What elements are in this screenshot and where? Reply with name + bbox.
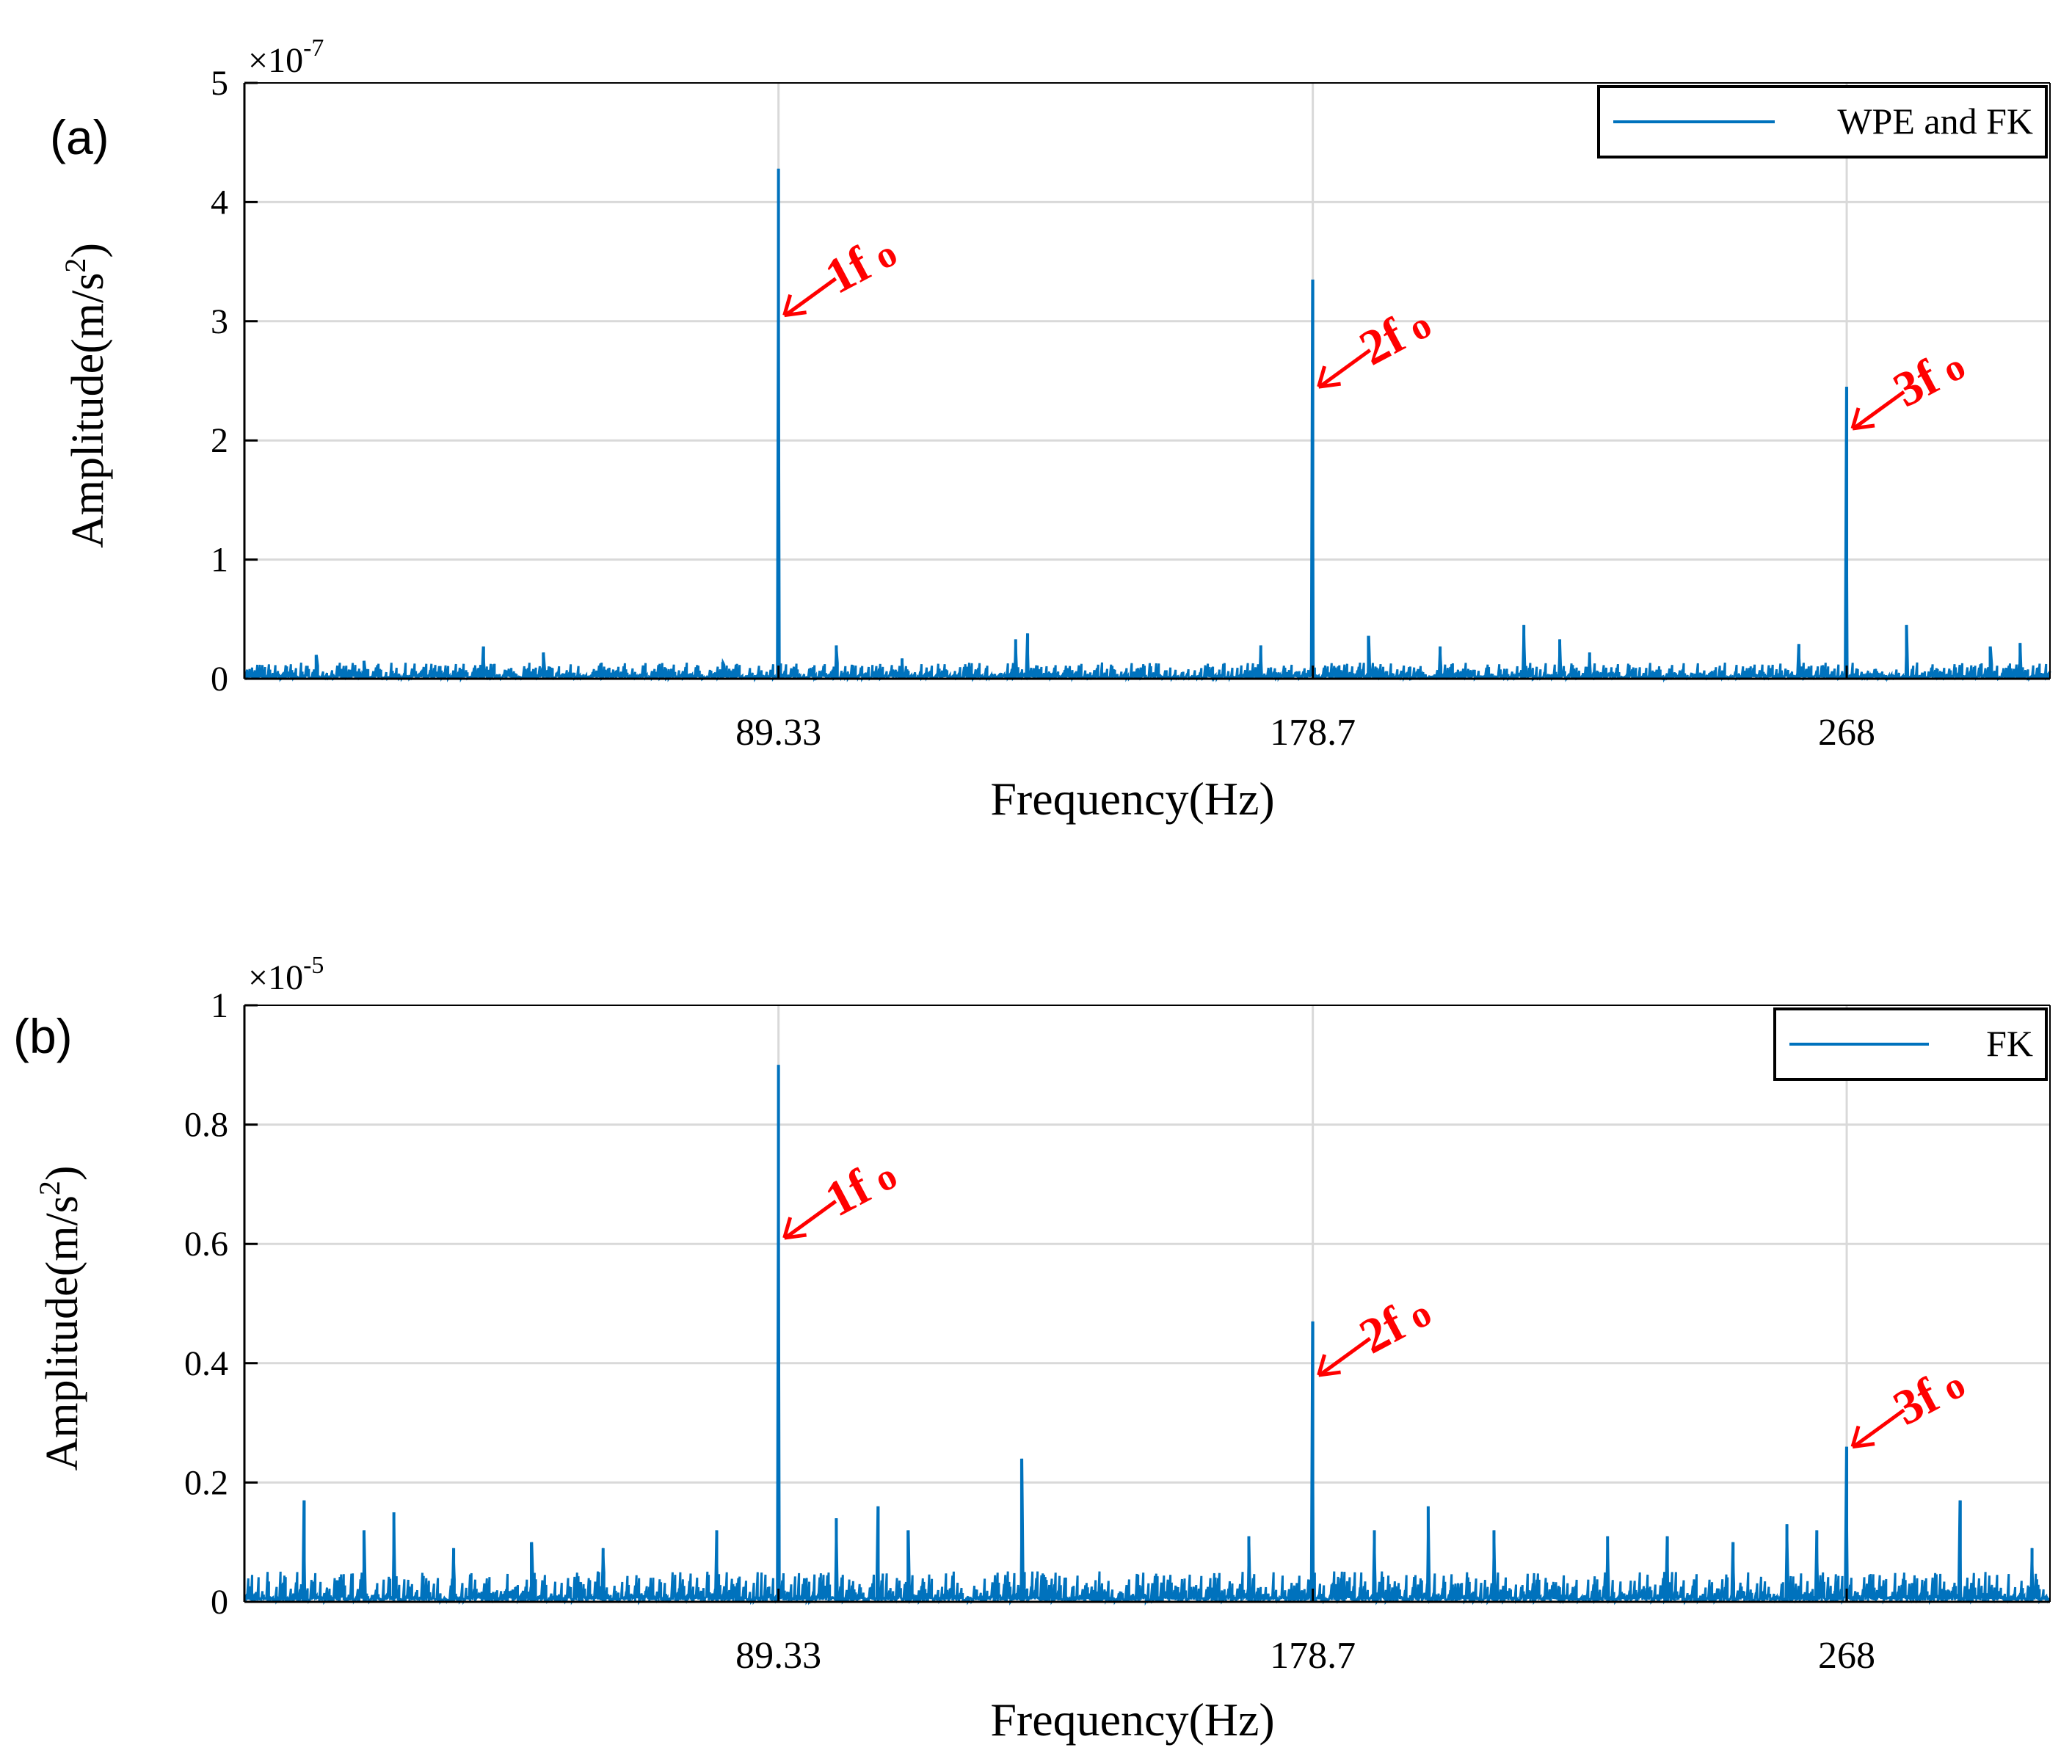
annotation-arrow [1320, 1337, 1372, 1376]
y-exponent: ×10-5 [248, 952, 324, 997]
x-tick-label: 268 [1818, 712, 1875, 754]
y-tick-label: 1 [211, 986, 228, 1025]
y-axis-label-close: ) [63, 243, 113, 258]
annotation-arrowhead [782, 294, 807, 318]
annotation-arrow [786, 277, 837, 316]
y-tick-label: 0.2 [184, 1463, 228, 1502]
y-exponent: ×10-7 [248, 34, 324, 80]
annotation-arrow [786, 1200, 837, 1239]
y-tick-label: 0.6 [184, 1225, 228, 1264]
annotation-arrowhead [1850, 407, 1875, 431]
y-tick-label: 0 [211, 660, 228, 699]
panel-label: (b) [13, 1009, 73, 1063]
x-tick-label: 178.7 [1270, 1635, 1356, 1677]
y-exponent-power: -5 [303, 952, 324, 979]
plot-area [244, 83, 2050, 679]
y-axis-label: Amplitude(m/s2) [59, 243, 113, 548]
y-tick-label: 4 [211, 183, 228, 222]
y-axis-label: Amplitude(m/s2) [33, 1165, 87, 1470]
x-axis-label: Frequency(Hz) [990, 773, 1274, 825]
y-tick-label: 5 [211, 64, 228, 103]
panel-b: 0 0.2 0.4 0.6 0.8 1 89.33 178.7 268 ×10-5 (b) Frequ… [13, 952, 2051, 1746]
y-axis-label-sup: 2 [33, 1181, 66, 1195]
y-exponent-base: ×10 [248, 958, 303, 997]
y-tick-label: 0.4 [184, 1344, 228, 1383]
y-tick-label: 1 [211, 541, 228, 580]
x-tick-label: 178.7 [1270, 712, 1356, 754]
annotation-arrowhead [1317, 1354, 1341, 1377]
x-tick-label: 89.33 [735, 1635, 821, 1677]
panel-a: 0 1 2 3 4 5 89.33 178.7 268 ×10-7 (a) Frequency(Hz)… [50, 34, 2051, 825]
annotation-arrowhead [782, 1217, 807, 1240]
annotation-arrow [1854, 390, 1905, 429]
y-axis-label-main: Amplitude(m/s [63, 273, 113, 548]
annotation-arrowhead [1317, 365, 1341, 389]
x-tick-label: 268 [1818, 1635, 1875, 1677]
y-exponent-power: -7 [303, 34, 324, 62]
y-axis-label-sup: 2 [59, 258, 92, 273]
y-tick-label: 2 [211, 421, 228, 460]
y-tick-label: 0 [211, 1583, 228, 1622]
plot-area [244, 1005, 2050, 1602]
y-tick-label: 0.8 [184, 1106, 228, 1145]
x-axis-label: Frequency(Hz) [990, 1694, 1274, 1746]
annotation-arrow [1320, 349, 1372, 387]
y-axis-label-main: Amplitude(m/s [37, 1195, 87, 1470]
y-tick-label: 3 [211, 302, 228, 341]
y-axis-label-close: ) [37, 1165, 87, 1181]
annotation-arrowhead [1850, 1425, 1875, 1449]
y-exponent-base: ×10 [248, 41, 303, 80]
legend-entry: FK [1986, 1023, 2033, 1064]
annotation-arrow [1854, 1408, 1905, 1447]
x-tick-label: 89.33 [735, 712, 821, 754]
legend-entry: WPE and FK [1837, 101, 2033, 142]
panel-label: (a) [50, 110, 109, 164]
